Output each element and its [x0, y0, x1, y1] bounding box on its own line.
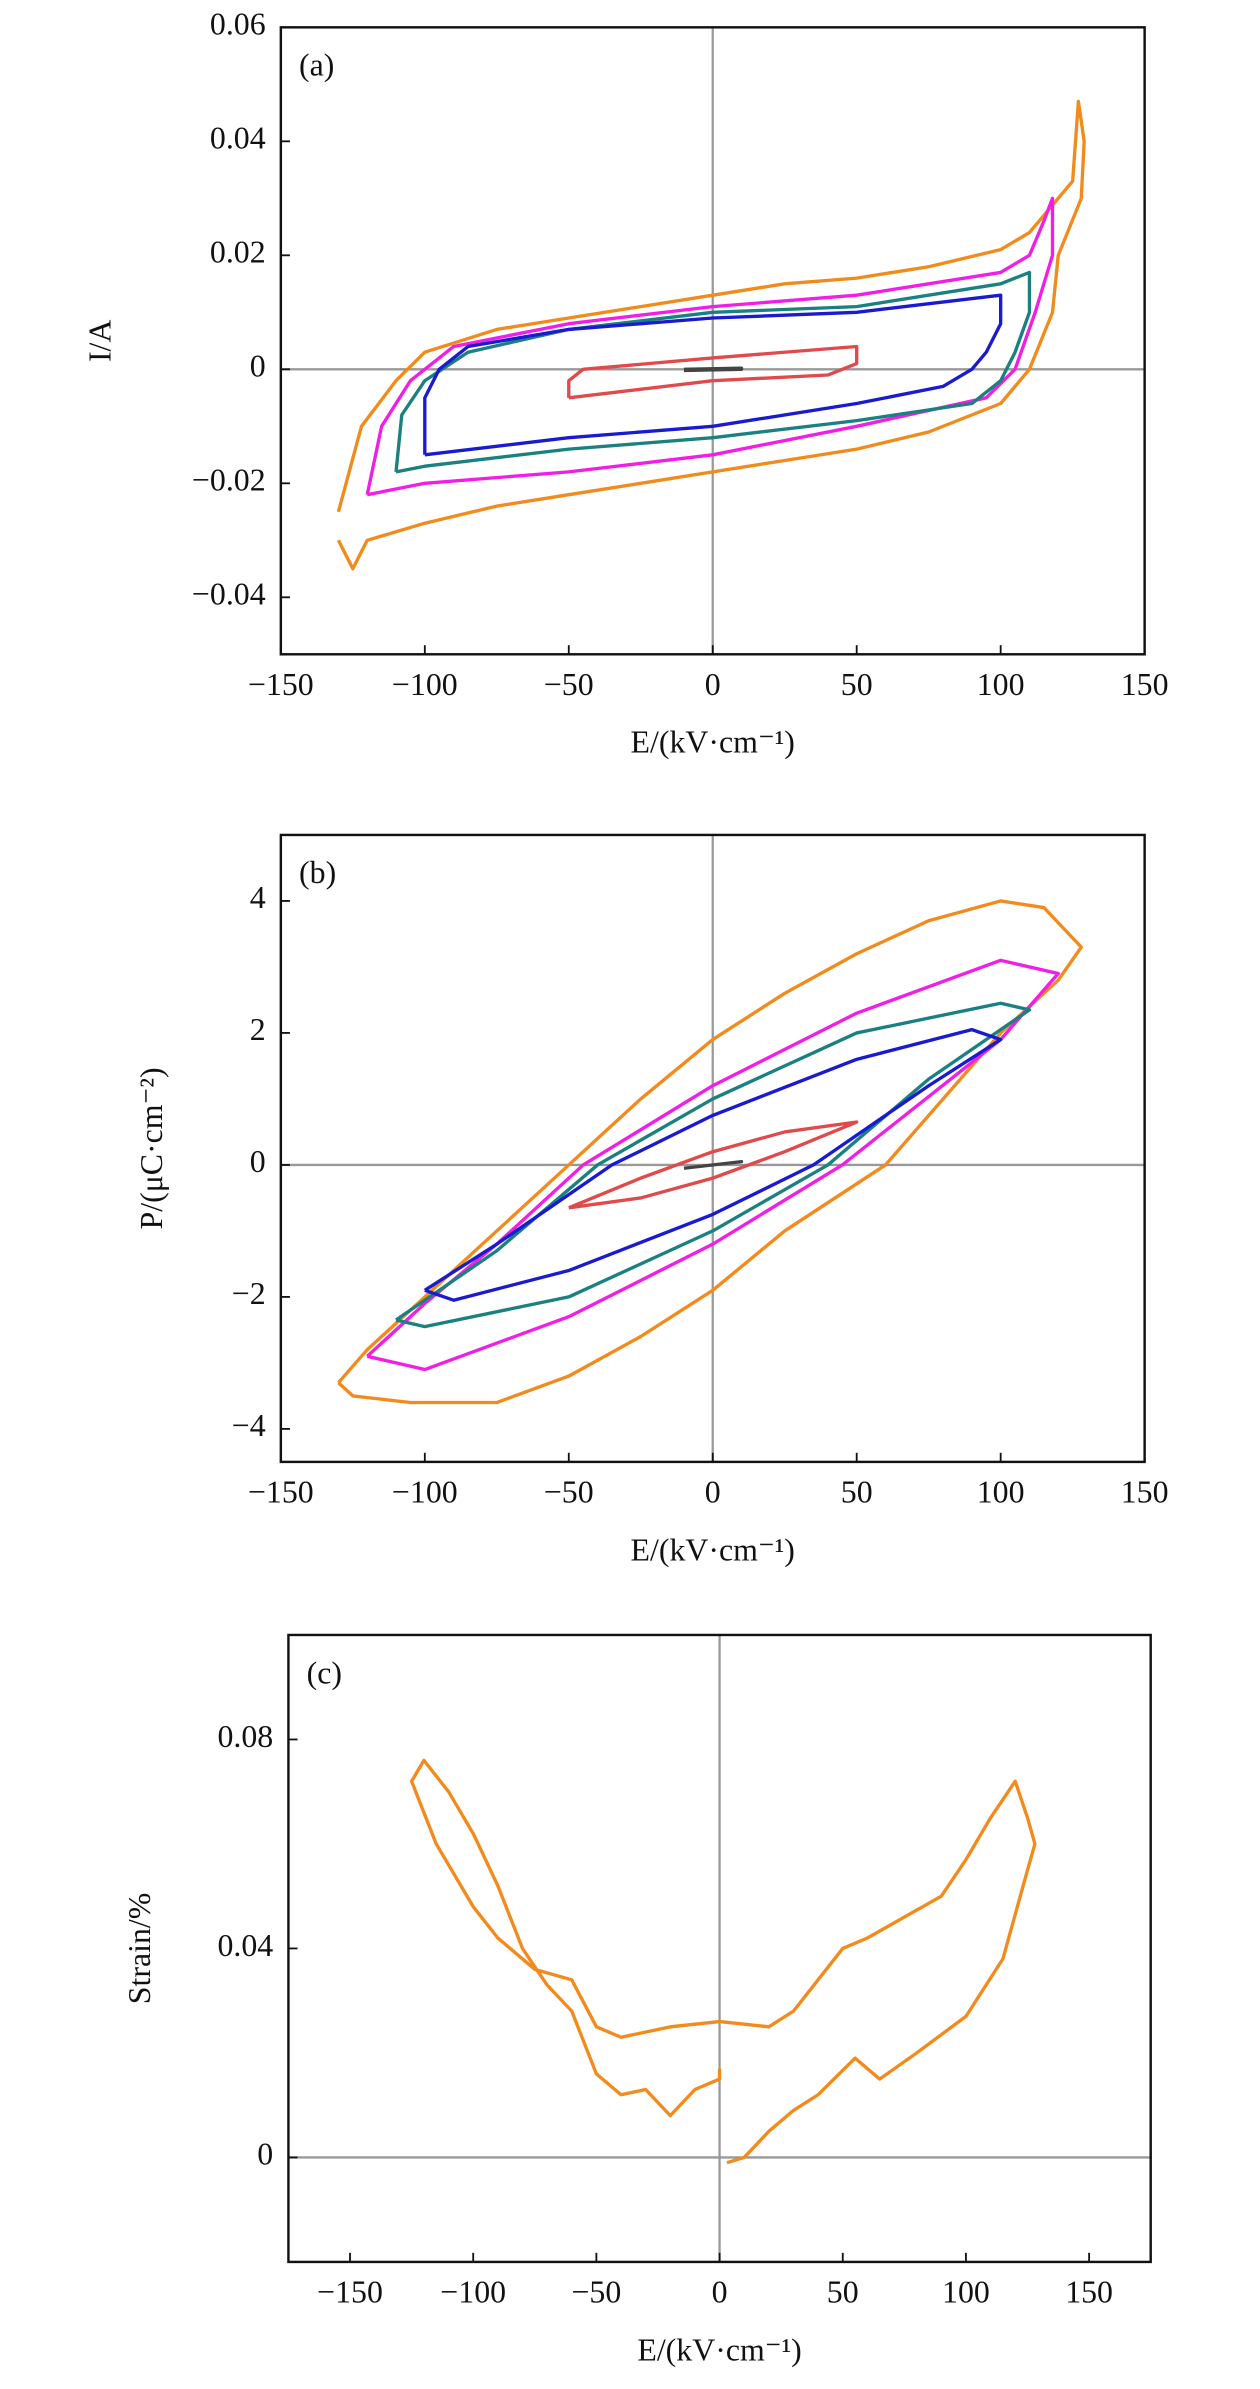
y-tick-label: 0 [257, 2137, 273, 2172]
y-tick-label: 0.06 [210, 7, 266, 42]
x-axis-label: E/(kV·cm⁻¹) [637, 2332, 801, 2367]
x-tick-label: −50 [544, 1475, 594, 1510]
data-line [394, 270, 1032, 474]
x-tick-label: 0 [712, 2275, 728, 2310]
data-line [366, 958, 1060, 1372]
y-axis-label: I/A [83, 320, 118, 362]
data-line [337, 899, 1083, 1405]
data-line [683, 1159, 744, 1170]
panel-label: (b) [299, 855, 336, 890]
x-tick-label: 0 [705, 1475, 721, 1510]
x-tick-label: 150 [1121, 667, 1169, 702]
y-tick-label: 0.04 [217, 1928, 273, 1963]
data-line [568, 1120, 859, 1210]
plot-frame [287, 1633, 1152, 2264]
plot-frame [279, 833, 1146, 1464]
data-line [567, 344, 859, 400]
x-tick-label: 50 [841, 1475, 873, 1510]
x-tick-label: −50 [571, 2275, 621, 2310]
data-line [365, 196, 1055, 497]
panel-label: (a) [299, 48, 334, 83]
x-tick-label: 150 [1121, 1475, 1169, 1510]
x-tick-label: −100 [440, 2275, 506, 2310]
panel-label: (c) [307, 1655, 342, 1690]
data-line [409, 1758, 1037, 2165]
x-tick-label: −150 [317, 2275, 383, 2310]
x-tick-label: 150 [1065, 2275, 1113, 2310]
y-tick-label: 0.08 [217, 1719, 273, 1754]
x-tick-label: 50 [841, 667, 873, 702]
plot-frame [279, 26, 1146, 656]
data-line [395, 1001, 1032, 1329]
x-tick-label: −150 [248, 667, 314, 702]
y-tick-label: −2 [232, 1276, 266, 1311]
y-tick-label: 0 [250, 1144, 266, 1179]
y-axis-label: Strain/% [122, 1893, 157, 2005]
y-tick-label: 0 [250, 349, 266, 384]
x-tick-label: 100 [977, 1475, 1025, 1510]
x-tick-label: 0 [705, 667, 721, 702]
y-tick-label: 0.02 [210, 235, 266, 270]
x-tick-label: −50 [544, 667, 594, 702]
y-tick-label: 2 [250, 1012, 266, 1047]
y-tick-label: 0.04 [210, 121, 266, 156]
x-tick-label: −150 [248, 1475, 314, 1510]
data-line [683, 366, 744, 373]
y-tick-label: −0.02 [192, 463, 266, 498]
y-tick-label: −4 [232, 1408, 266, 1443]
x-axis-label: E/(kV·cm⁻¹) [631, 1532, 795, 1567]
data-line [336, 99, 1086, 571]
x-tick-label: −100 [392, 1475, 458, 1510]
x-tick-label: −100 [392, 667, 458, 702]
data-line [423, 293, 1003, 457]
y-tick-label: −0.04 [192, 577, 266, 612]
x-tick-label: 100 [942, 2275, 990, 2310]
x-axis-label: E/(kV·cm⁻¹) [631, 725, 795, 760]
y-tick-label: 4 [250, 880, 266, 915]
data-line [423, 1027, 1003, 1302]
x-tick-label: 100 [977, 667, 1025, 702]
y-axis-label: P/(μC·cm⁻²) [134, 1067, 169, 1229]
x-tick-label: 50 [827, 2275, 859, 2310]
